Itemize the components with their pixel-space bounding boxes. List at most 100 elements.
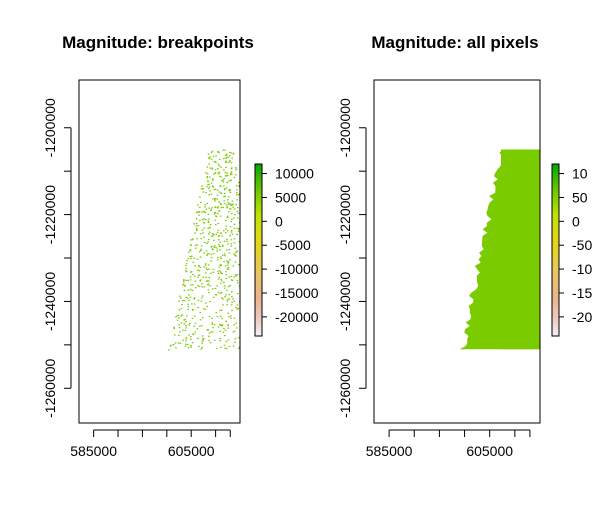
raster-pixel — [223, 230, 225, 231]
raster-pixel — [213, 247, 215, 248]
raster-pixel — [234, 238, 236, 239]
raster-pixel — [225, 265, 227, 266]
raster-pixel — [208, 292, 210, 293]
chart-panel-1: Magnitude: breakpoints 585000 605000 -12000… — [42, 33, 319, 459]
raster-pixel — [188, 306, 190, 307]
raster-pixel — [181, 304, 183, 305]
raster-pixel — [206, 306, 208, 307]
raster-pixel — [198, 225, 200, 226]
raster-pixel — [186, 337, 188, 338]
raster-pixel — [209, 277, 211, 278]
raster-pixel — [211, 183, 213, 184]
raster-pixel — [220, 256, 222, 257]
raster-pixel — [185, 280, 187, 281]
raster-pixel — [221, 273, 223, 274]
raster-pixel — [201, 325, 203, 326]
raster-pixel — [226, 187, 228, 188]
raster-pixel — [217, 249, 219, 250]
raster-pixel — [203, 266, 205, 267]
raster-pixel — [208, 218, 210, 219]
raster-pixel — [221, 310, 223, 311]
raster-pixel — [215, 247, 217, 248]
raster-pixel — [185, 344, 187, 345]
raster-pixel — [193, 326, 195, 327]
raster-pixel — [186, 315, 188, 316]
raster-pixel — [224, 288, 226, 289]
raster-pixel — [211, 159, 213, 160]
raster-pixel — [216, 312, 218, 313]
raster-pixel — [225, 162, 227, 163]
raster-pixel — [219, 246, 221, 247]
raster-pixel — [229, 161, 231, 162]
raster-pixel — [232, 207, 234, 208]
raster-pixel — [227, 299, 229, 300]
raster-pixel — [226, 304, 228, 305]
raster-pixel — [195, 287, 197, 288]
raster-pixel — [230, 180, 232, 181]
raster-pixel — [218, 239, 220, 240]
raster-pixel — [191, 303, 193, 304]
raster-pixel — [197, 307, 199, 308]
raster-pixel — [190, 245, 192, 246]
x-tick-label: 605000 — [168, 443, 215, 459]
raster-pixel — [231, 310, 233, 311]
raster-pixel — [211, 152, 213, 153]
raster-pixel — [202, 295, 204, 296]
raster-pixel — [230, 221, 232, 222]
raster-pixel — [192, 290, 194, 291]
raster-pixel — [190, 250, 192, 251]
raster-pixel — [205, 263, 207, 264]
raster-pixel — [234, 254, 236, 255]
raster-pixel — [209, 227, 211, 228]
raster-pixel — [217, 189, 219, 190]
raster-pixel — [200, 312, 202, 313]
raster-pixel — [207, 241, 209, 242]
raster-pixel — [216, 199, 218, 200]
raster-pixel — [174, 334, 176, 335]
raster-pixel — [201, 283, 203, 284]
raster-pixel — [229, 294, 231, 295]
raster-pixel — [223, 170, 225, 171]
raster-pixel — [226, 278, 228, 279]
raster-pixel — [208, 253, 210, 254]
legend-tick-label: 0 — [275, 213, 283, 229]
raster-pixel — [197, 205, 199, 206]
raster-pixel — [214, 324, 216, 325]
y-tick-label: -1240000 — [42, 272, 58, 331]
raster-pixel — [207, 284, 209, 285]
raster-pixel — [207, 177, 209, 178]
raster-pixel — [223, 181, 225, 182]
raster-pixel — [185, 319, 187, 320]
raster-pixel — [220, 203, 222, 204]
raster-pixel — [225, 175, 227, 176]
raster-pixel — [219, 270, 221, 271]
raster-pixel — [208, 221, 210, 222]
raster-pixel — [188, 334, 190, 335]
raster-pixel — [227, 230, 229, 231]
raster-pixel — [236, 309, 238, 310]
raster-pixel — [183, 284, 185, 285]
y-tick-label: -1200000 — [42, 98, 58, 157]
raster-pixel — [235, 261, 237, 262]
raster-pixel — [198, 300, 200, 301]
raster-pixel — [210, 209, 212, 210]
raster-pixel — [214, 161, 216, 162]
raster-pixel — [198, 275, 200, 276]
raster-pixel — [213, 253, 215, 254]
raster-pixel — [229, 249, 231, 250]
raster-pixel — [203, 211, 205, 212]
raster-pixel — [199, 286, 201, 287]
raster-pixel — [221, 280, 223, 281]
raster-pixel — [234, 224, 236, 225]
raster-pixel — [206, 203, 208, 204]
raster-pixel — [219, 210, 221, 211]
raster-pixel — [226, 155, 228, 156]
raster-pixel — [223, 150, 225, 151]
raster-pixel — [236, 252, 238, 253]
raster-pixel — [236, 194, 238, 195]
raster-pixel — [179, 327, 181, 328]
raster-pixel — [181, 316, 183, 317]
raster-pixel — [188, 347, 190, 348]
raster-pixel — [193, 223, 195, 224]
raster-pixel — [214, 189, 216, 190]
